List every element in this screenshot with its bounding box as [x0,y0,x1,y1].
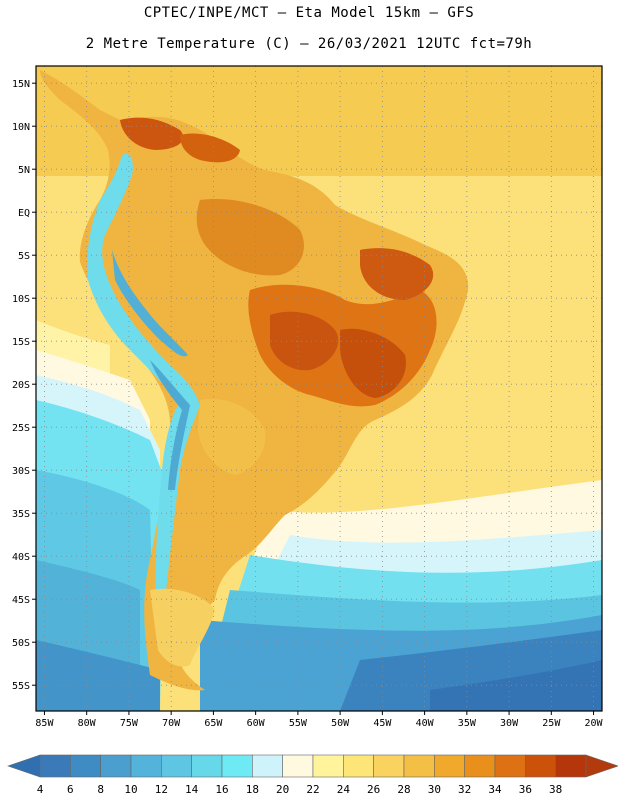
colorbar-label: 26 [367,783,380,796]
colorbar-high-arrow [585,754,618,778]
lon-tick-label: 75W [120,718,139,729]
lat-tick-label: 15S [12,337,30,348]
lon-tick-label: 65W [204,718,223,729]
map-title-line2: 2 Metre Temperature (C) – 26/03/2021 12U… [85,36,533,52]
lon-tick-label: 50W [331,718,350,729]
map-border [35,65,603,712]
lat-tick-label: EQ [18,208,30,219]
lat-tick-label: 35S [12,509,30,520]
lat-tick-label: 10N [12,122,30,133]
colorbar: 4 6 8 10 12 14 16 18 20 22 24 26 28 30 32 34 36 38 [7,754,618,796]
colorbar-swatch [39,754,71,778]
colorbar-swatch [100,754,132,778]
longitude-axis: 85W 80W 75W 70W 65W 60W 55W 50W 45W 40W 35W 30W 25W 2… [35,711,604,729]
lat-tick-label: 50S [12,638,30,649]
lat-tick-label: 15N [12,79,30,90]
colorbar-swatch [464,754,496,778]
land-mass [40,70,469,691]
lat-tick-label: 25S [12,423,30,434]
colorbar-label: 20 [276,783,289,796]
lon-tick-label: 55W [289,718,308,729]
lon-tick-label: 30W [500,718,519,729]
colorbar-swatch [70,754,101,778]
colorbar-swatch [434,754,465,778]
colorbar-label: 22 [306,783,319,796]
lon-tick-label: 40W [416,718,435,729]
lat-tick-label: 20S [12,380,30,391]
colorbar-label: 14 [185,783,199,796]
lat-tick-label: 5S [18,251,30,262]
temperature-field [36,66,602,711]
lat-tick-label: 40S [12,552,30,563]
colorbar-swatch [494,754,526,778]
colorbar-swatch [221,754,253,778]
colorbar-label: 38 [549,783,562,796]
colorbar-swatch [312,754,344,778]
colorbar-label: 12 [155,783,168,796]
lon-tick-label: 70W [162,718,181,729]
colorbar-label: 4 [37,783,44,796]
lat-tick-label: 5N [18,165,30,176]
colorbar-label: 32 [458,783,471,796]
lat-tick-label: 30S [12,466,30,477]
colorbar-label: 10 [124,783,137,796]
colorbar-swatch [161,754,192,778]
colorbar-label: 18 [246,783,259,796]
lon-tick-label: 35W [458,718,477,729]
lon-tick-label: 60W [247,718,266,729]
colorbar-swatch [130,754,162,778]
colorbar-label: 8 [97,783,104,796]
colorbar-swatch [282,754,314,778]
colorbar-swatch [252,754,283,778]
lat-tick-label: 10S [12,294,30,305]
colorbar-label: 6 [67,783,74,796]
lon-tick-label: 85W [35,718,54,729]
colorbar-label: 16 [215,783,228,796]
lon-tick-label: 45W [373,718,392,729]
colorbar-label: 24 [337,783,351,796]
colorbar-swatch [343,754,374,778]
lon-tick-label: 20W [585,718,604,729]
colorbar-swatch [555,754,587,778]
lon-tick-label: 25W [542,718,561,729]
lat-tick-label: 45S [12,595,30,606]
colorbar-swatch [525,754,556,778]
colorbar-swatch [403,754,435,778]
colorbar-swatch [191,754,223,778]
colorbar-label: 34 [488,783,502,796]
map-title-line1: CPTEC/INPE/MCT – Eta Model 15km – GFS [143,5,475,21]
lon-tick-label: 80W [78,718,97,729]
colorbar-label: 36 [519,783,532,796]
colorbar-label: 28 [397,783,410,796]
lat-tick-label: 55S [12,681,30,692]
colorbar-low-arrow [7,754,41,778]
colorbar-label: 30 [428,783,441,796]
colorbar-swatch [373,754,405,778]
latitude-axis: 15N 10N 5N EQ 5S 10S 15S 20S 25S 30S 35S 40S 45S 50S 5… [12,79,36,692]
